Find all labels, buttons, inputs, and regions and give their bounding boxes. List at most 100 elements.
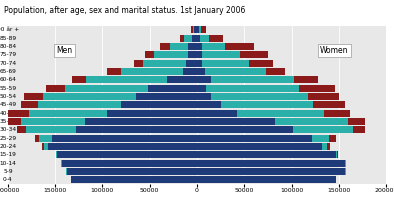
Bar (136, 93, 197, 100)
Text: Women: Women (320, 46, 348, 55)
Bar (121, 68, 183, 75)
Text: Population, after age, sex and marital status. 1st January 2006: Population, after age, sex and marital s… (4, 6, 245, 15)
Bar (76, 126, 197, 133)
Bar (67, 168, 197, 175)
Bar (38, 101, 121, 108)
Bar (200, 35, 209, 42)
Bar (294, 76, 318, 83)
Bar (211, 76, 294, 83)
Bar (44, 143, 48, 150)
Bar (337, 151, 338, 158)
Bar (197, 43, 202, 50)
Bar (107, 68, 121, 75)
Bar (197, 35, 200, 42)
Bar (71, 176, 197, 183)
Bar (197, 160, 346, 167)
Bar (121, 101, 197, 108)
Bar (65, 85, 148, 92)
Bar (148, 85, 197, 92)
Bar (322, 143, 327, 150)
Bar (313, 101, 344, 108)
Bar (8, 110, 29, 117)
Bar (197, 51, 202, 58)
Bar (24, 93, 43, 100)
Bar (312, 135, 329, 142)
Bar (197, 101, 221, 108)
Bar (206, 85, 299, 92)
Bar (237, 110, 324, 117)
Bar (194, 26, 197, 33)
Bar (72, 76, 86, 83)
Bar (329, 135, 336, 142)
Bar (197, 118, 275, 125)
Bar (324, 110, 350, 117)
Bar (191, 26, 193, 33)
Bar (4, 118, 21, 125)
Bar (204, 68, 266, 75)
Bar (211, 93, 308, 100)
Bar (52, 135, 197, 142)
Bar (107, 110, 197, 117)
Bar (199, 26, 201, 33)
Bar (197, 135, 312, 142)
Bar (21, 101, 38, 108)
Bar (29, 110, 107, 117)
Bar (167, 76, 197, 83)
Bar (197, 85, 206, 92)
Bar (225, 43, 254, 50)
Bar (35, 135, 39, 142)
Bar (197, 60, 202, 67)
Bar (197, 151, 336, 158)
Bar (85, 118, 197, 125)
Bar (294, 126, 353, 133)
Bar (26, 126, 76, 133)
Bar (275, 118, 348, 125)
Bar (353, 126, 365, 133)
Bar (145, 51, 154, 58)
Bar (197, 76, 211, 83)
Bar (299, 85, 335, 92)
Bar (193, 26, 194, 33)
Bar (186, 60, 197, 67)
Bar (17, 126, 26, 133)
Bar (348, 118, 365, 125)
Bar (56, 151, 57, 158)
Text: Men: Men (57, 46, 72, 55)
Bar (192, 35, 197, 42)
Bar (240, 51, 268, 58)
Bar (308, 93, 339, 100)
Bar (336, 151, 337, 158)
Bar (160, 43, 169, 50)
Bar (197, 93, 211, 100)
Bar (57, 151, 197, 158)
Bar (21, 118, 85, 125)
Bar (221, 101, 313, 108)
Bar (197, 26, 199, 33)
Bar (202, 43, 225, 50)
Bar (48, 143, 197, 150)
Bar (202, 60, 249, 67)
Bar (62, 160, 197, 167)
Bar (180, 35, 184, 42)
Bar (134, 60, 143, 67)
Bar (154, 51, 188, 58)
Bar (197, 168, 346, 175)
Bar (266, 68, 285, 75)
Bar (184, 35, 192, 42)
Bar (169, 43, 188, 50)
Bar (43, 93, 136, 100)
Bar (197, 68, 204, 75)
Bar (202, 51, 240, 58)
Bar (143, 60, 186, 67)
Bar (197, 126, 294, 133)
Bar (197, 110, 237, 117)
Bar (39, 135, 52, 142)
Bar (86, 76, 167, 83)
Bar (197, 176, 336, 183)
Bar (327, 143, 330, 150)
Bar (188, 51, 197, 58)
Bar (46, 85, 65, 92)
Bar (209, 35, 223, 42)
Bar (183, 68, 197, 75)
Bar (188, 43, 197, 50)
